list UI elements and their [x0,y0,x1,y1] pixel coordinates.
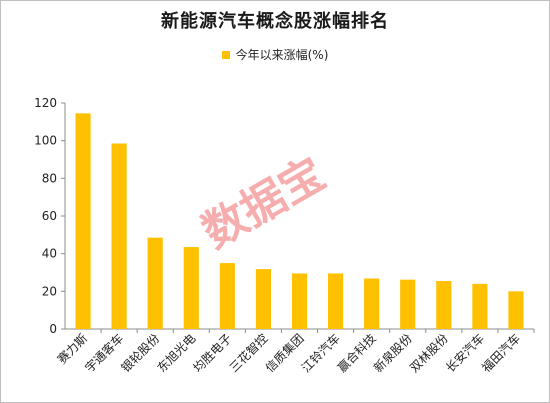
y-tick-label: 120 [34,96,57,110]
bar [436,280,452,329]
bar [472,283,488,329]
bar [400,279,416,329]
legend: 今年以来涨幅(%) [1,46,549,63]
x-category-label: 三花智控 [226,331,271,376]
bar [255,269,271,329]
x-category-label: 均胜电子 [190,331,235,376]
x-category-label: 东旭光电 [155,331,199,375]
x-category-label: 信质集团 [262,331,307,376]
x-category-label: 赢合科技 [334,331,379,376]
bar [147,237,163,329]
y-tick-label: 0 [49,322,57,336]
legend-swatch [221,50,230,59]
y-tick-label: 20 [42,284,57,298]
x-category-label: 长安汽车 [442,331,487,376]
y-tick-label: 80 [42,171,57,185]
bar [183,247,199,329]
x-category-label: 新泉股份 [370,331,415,376]
x-category-label: 银轮股份 [118,331,162,375]
x-category-label: 赛力斯 [54,331,90,367]
chart-title: 新能源汽车概念股涨幅排名 [161,11,389,32]
x-category-label: 福田汽车 [479,331,524,376]
x-category-label: 宇通客车 [82,331,127,376]
bar [508,291,524,329]
bar [328,273,344,329]
y-tick-label: 40 [42,247,57,261]
bar [364,278,380,329]
bar [291,273,308,329]
watermark-text: 数据宝 [194,148,334,258]
x-category-label: 江铃汽车 [298,331,343,376]
y-tick-label: 60 [42,209,57,223]
legend-label: 今年以来涨幅(%) [235,48,329,62]
bar [111,143,127,329]
x-category-label: 双林股份 [407,331,451,375]
y-tick-label: 100 [34,134,57,148]
bar [219,263,235,329]
bar [75,113,91,329]
